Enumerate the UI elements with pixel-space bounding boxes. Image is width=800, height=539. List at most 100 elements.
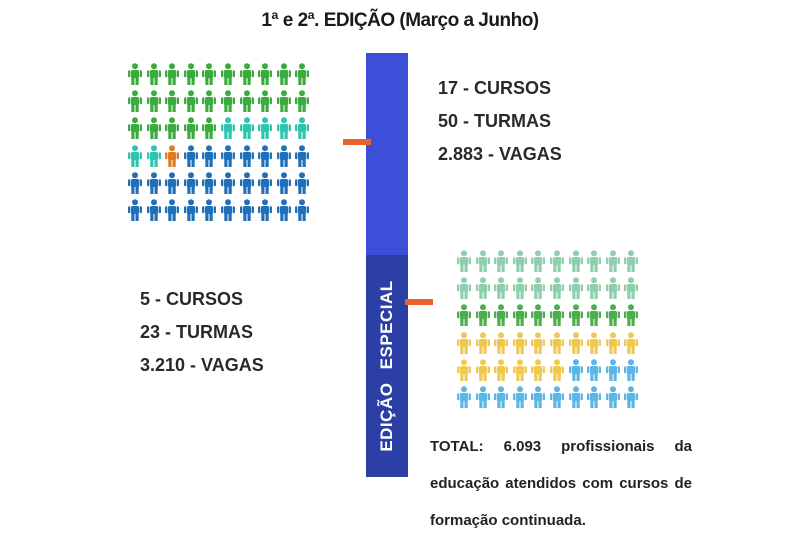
person-icon [239,199,255,221]
person-icon [623,331,639,354]
person-icon [605,277,621,300]
first-editions-turmas: 50 - TURMAS [438,111,552,131]
person-icon [475,358,491,381]
person-icon [530,386,546,408]
timeline-tick-first-editions [343,139,371,145]
person-icon [257,90,273,113]
person-icon [605,331,621,354]
person-icon [586,250,602,272]
total-summary: TOTAL: 6.093 profissionais da educação a… [430,438,692,529]
person-icon [623,250,639,272]
person-icon [164,63,180,85]
person-icon [146,90,162,113]
person-icon [257,117,273,140]
person-icon [294,90,310,113]
person-icon [220,90,236,113]
person-icon [257,199,273,221]
person-icon [568,386,584,408]
person-icon [239,117,255,140]
person-icon [568,358,584,381]
person-icon [530,250,546,272]
person-icon [276,171,292,194]
person-icon [146,144,162,167]
page-title: 1ª e 2ª. EDIÇÃO (Março a Junho) [261,10,539,31]
person-icon [257,144,273,167]
first-editions-vagas: 2.883 - VAGAS [438,144,562,164]
person-icon [549,331,565,354]
person-icon [183,117,199,140]
person-icon [239,63,255,85]
first-editions-cursos: 17 - CURSOS [438,78,552,98]
person-icon [456,331,472,354]
person-icon [456,250,472,272]
person-icon [276,117,292,140]
person-icon [605,358,621,381]
person-icon [164,171,180,194]
person-icon [623,304,639,327]
special-edition-vagas: 3.210 - VAGAS [140,355,264,375]
person-icon [456,386,472,408]
person-icon [183,63,199,85]
person-icon [493,250,509,272]
person-icon [493,304,509,327]
person-icon [586,331,602,354]
person-icon [257,63,273,85]
person-icon [623,386,639,408]
timeline-bar-label: EDIÇÃO ESPECIAL [366,255,408,477]
person-icon [146,199,162,221]
person-icon [183,171,199,194]
people-grid-special-edition [456,250,639,410]
person-icon [201,144,217,167]
person-icon [568,304,584,327]
person-icon [512,304,528,327]
person-icon [257,171,273,194]
person-icon [530,304,546,327]
person-icon [568,277,584,300]
person-icon [220,144,236,167]
person-icon [220,63,236,85]
first-editions-stats: 17 - CURSOS 50 - TURMAS 2.883 - VAGAS [438,72,562,171]
person-icon [183,144,199,167]
special-edition-cursos: 5 - CURSOS [140,289,244,309]
person-icon [164,144,180,167]
person-icon [239,90,255,113]
person-icon [530,277,546,300]
person-icon [586,304,602,327]
person-icon [201,171,217,194]
timeline-bar-special-edition [366,255,408,477]
person-icon [586,277,602,300]
person-icon [456,358,472,381]
person-icon [220,199,236,221]
person-icon [127,144,143,167]
person-icon [127,171,143,194]
special-edition-stats: 5 - CURSOS 23 - TURMAS 3.210 - VAGAS [140,283,264,382]
person-icon [456,304,472,327]
person-icon [568,331,584,354]
person-icon [512,386,528,408]
person-icon [605,386,621,408]
person-icon [201,63,217,85]
person-icon [475,277,491,300]
person-icon [127,117,143,140]
person-icon [164,90,180,113]
person-icon [530,358,546,381]
person-icon [475,250,491,272]
person-icon [549,386,565,408]
person-icon [146,171,162,194]
person-icon [586,386,602,408]
person-icon [146,63,162,85]
person-icon [164,199,180,221]
person-icon [475,331,491,354]
person-icon [276,90,292,113]
person-icon [294,199,310,221]
special-edition-turmas: 23 - TURMAS [140,322,254,342]
person-icon [475,304,491,327]
person-icon [294,117,310,140]
person-icon [201,90,217,113]
person-icon [164,117,180,140]
special-edition-label: EDIÇÃO ESPECIAL [377,280,396,452]
person-icon [201,117,217,140]
person-icon [549,358,565,381]
person-icon [183,90,199,113]
person-icon [493,358,509,381]
